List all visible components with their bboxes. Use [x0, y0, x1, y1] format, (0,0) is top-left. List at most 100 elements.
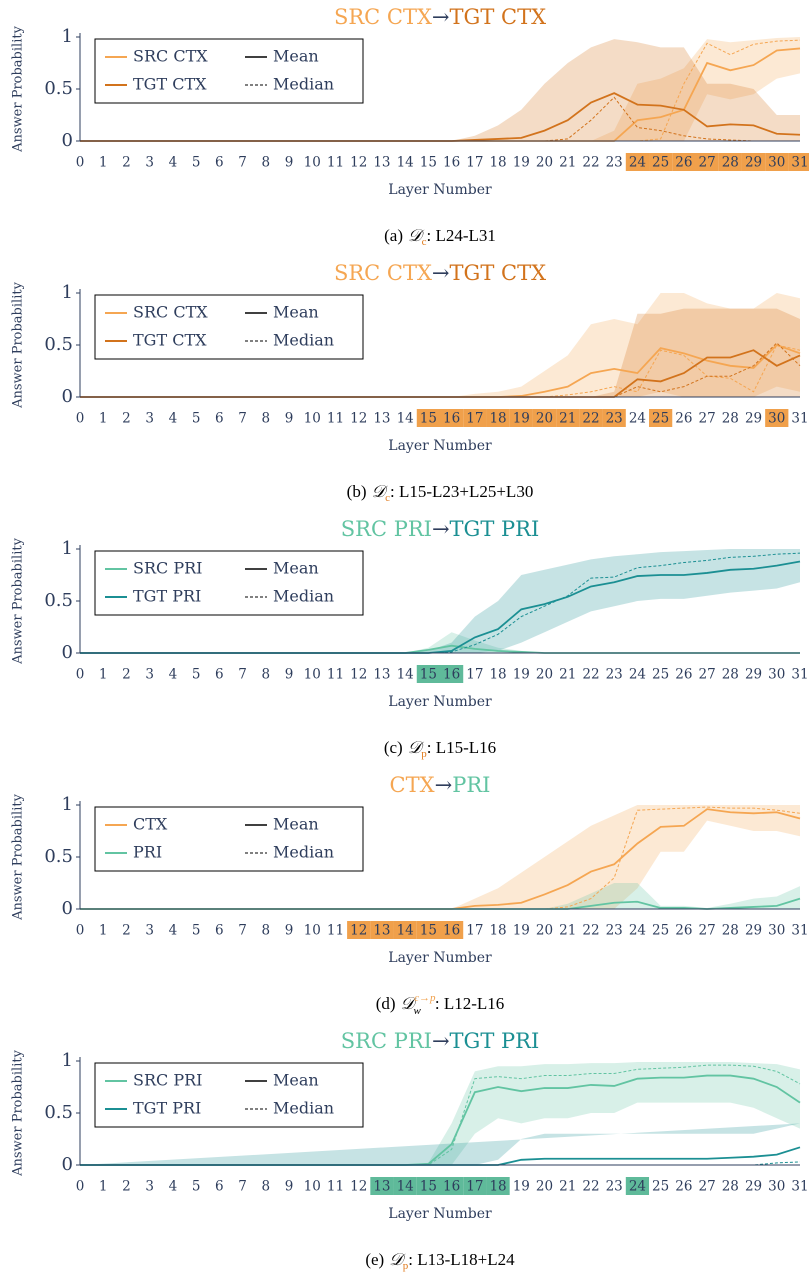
x-tick-label: 25 — [652, 411, 669, 427]
x-tick-label: 17 — [466, 411, 483, 427]
x-tick-label: 19 — [513, 923, 530, 939]
x-tick-label: 26 — [675, 667, 692, 683]
highlight-box — [649, 153, 673, 171]
caption-text: : L15-L23+L25+L30 — [390, 482, 533, 501]
x-axis-label: Layer Number — [388, 438, 492, 454]
x-tick-label: 14 — [397, 1179, 414, 1195]
x-tick-label: 14 — [397, 411, 414, 427]
band — [80, 883, 800, 909]
caption-text: : L15-L16 — [427, 738, 496, 757]
legend-box — [94, 806, 364, 872]
x-tick-label: 6 — [215, 1179, 224, 1195]
y-tick-label: 1 — [62, 282, 73, 303]
title-part: TGT PRI — [450, 1029, 540, 1053]
caption-text: : L12-L16 — [435, 994, 504, 1013]
x-tick-label: 11 — [327, 155, 344, 171]
x-tick-label: 19 — [513, 155, 530, 171]
y-tick-label: 1 — [62, 794, 73, 815]
x-axis-label: Layer Number — [388, 950, 492, 966]
highlight-box — [718, 153, 742, 171]
x-tick-label: 18 — [489, 155, 506, 171]
x-tick-label: 25 — [652, 1179, 669, 1195]
x-tick-label: 31 — [791, 923, 808, 939]
highlight-box — [370, 921, 394, 939]
x-tick-label: 16 — [443, 1179, 460, 1195]
y-tick-label: 1 — [62, 538, 73, 559]
x-tick-label: 21 — [559, 667, 576, 683]
x-tick-label: 13 — [373, 667, 390, 683]
x-tick-label: 17 — [466, 155, 483, 171]
x-tick-label: 3 — [145, 667, 154, 683]
x-tick-label: 8 — [262, 923, 271, 939]
x-tick-label: 29 — [745, 411, 762, 427]
chart-title: SRC PRI→TGT PRI — [341, 1029, 540, 1053]
legend-box — [94, 294, 364, 360]
caption-sub: p — [403, 1260, 409, 1272]
highlight-box — [695, 153, 719, 171]
x-tick-label: 13 — [373, 155, 390, 171]
x-tick-label: 11 — [327, 667, 344, 683]
highlight-box — [532, 409, 557, 427]
x-tick-label: 22 — [582, 923, 599, 939]
x-tick-label: 16 — [443, 923, 460, 939]
title-part: → — [432, 261, 450, 285]
caption-sub: c — [385, 492, 390, 504]
caption-symbol: 𝒟 — [372, 482, 389, 501]
x-tick-label: 21 — [559, 1179, 576, 1195]
x-tick-label: 6 — [215, 667, 224, 683]
highlight-box — [556, 409, 580, 427]
title-part: → — [432, 1029, 450, 1053]
highlight-box — [649, 409, 673, 427]
caption-label: (a) — [384, 226, 403, 245]
x-tick-label: 11 — [327, 1179, 344, 1195]
x-tick-label: 5 — [192, 1179, 201, 1195]
legend-style-label: Median — [273, 75, 334, 94]
caption-text: : L24-L31 — [426, 226, 495, 245]
x-tick-label: 20 — [536, 411, 553, 427]
y-tick-label: 0.5 — [44, 846, 73, 867]
x-tick-label: 25 — [652, 667, 669, 683]
y-axis-label: Answer Probability — [11, 793, 26, 920]
legend-style-label: Median — [273, 1099, 334, 1118]
x-tick-label: 11 — [327, 923, 344, 939]
title-part: TGT PRI — [450, 517, 540, 541]
caption: (a) 𝒟c: L24-L31 — [384, 226, 496, 248]
x-tick-label: 27 — [699, 155, 716, 171]
x-tick-label: 4 — [169, 155, 178, 171]
chart-title: SRC PRI→TGT PRI — [341, 517, 540, 541]
x-tick-label: 1 — [99, 923, 108, 939]
x-tick-label: 3 — [145, 411, 154, 427]
x-tick-label: 1 — [99, 667, 108, 683]
legend-label: TGT PRI — [133, 587, 201, 606]
legend-label: TGT CTX — [133, 331, 207, 350]
x-tick-label: 0 — [76, 667, 85, 683]
y-tick-label: 0 — [62, 130, 73, 151]
legend-box — [94, 550, 364, 616]
x-tick-label: 8 — [262, 1179, 271, 1195]
x-tick-label: 4 — [169, 667, 178, 683]
highlight-box — [416, 1177, 440, 1195]
title-part: SRC PRI — [341, 517, 432, 541]
x-tick-label: 10 — [304, 1179, 321, 1195]
x-tick-label: 30 — [768, 155, 785, 171]
highlight-box — [765, 153, 789, 171]
x-tick-label: 29 — [745, 667, 762, 683]
x-tick-label: 5 — [192, 411, 201, 427]
x-tick-label: 26 — [675, 411, 692, 427]
highlight-box — [509, 409, 533, 427]
x-tick-label: 17 — [466, 667, 483, 683]
y-tick-label: 0.5 — [44, 1102, 73, 1123]
chart-title: CTX→PRI — [390, 773, 491, 797]
x-tick-label: 25 — [652, 155, 669, 171]
caption: (e) 𝒟p: L13-L18+L24 — [365, 1250, 515, 1272]
x-tick-label: 10 — [304, 923, 321, 939]
x-tick-label: 12 — [350, 667, 367, 683]
x-tick-label: 9 — [285, 411, 294, 427]
x-tick-label: 30 — [768, 667, 785, 683]
legend-label: TGT PRI — [133, 1099, 201, 1118]
x-tick-label: 24 — [629, 667, 646, 683]
x-tick-label: 13 — [373, 411, 390, 427]
x-tick-label: 17 — [466, 923, 483, 939]
